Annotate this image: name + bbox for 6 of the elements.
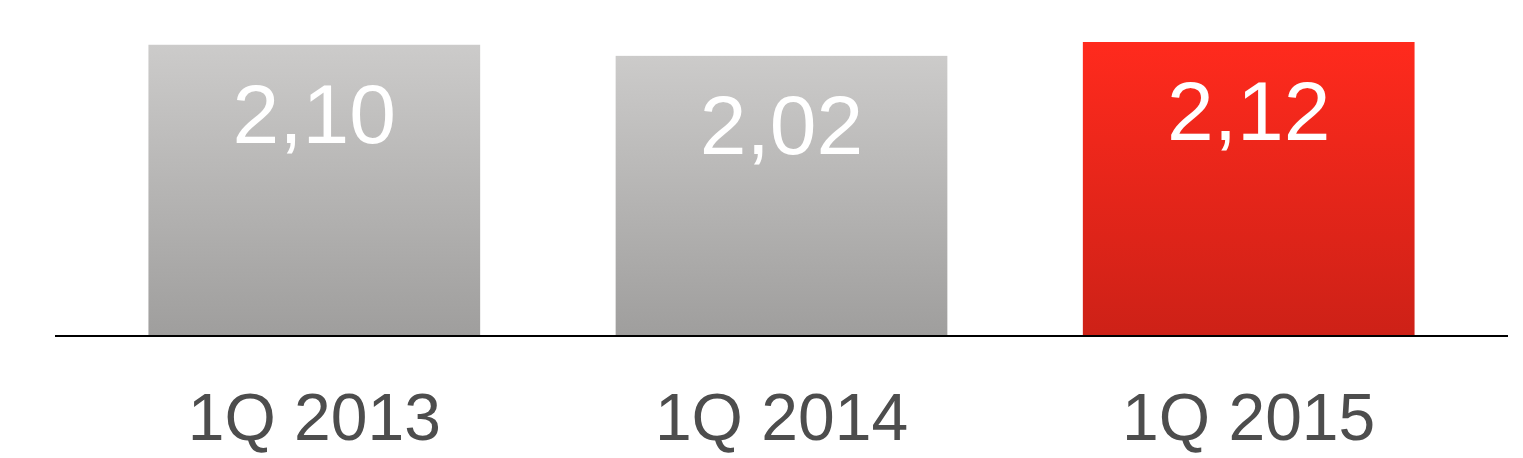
data-label: 2,10 bbox=[232, 66, 397, 161]
data-label: 2,12 bbox=[1166, 64, 1331, 158]
x-tick-label: 1Q 2015 bbox=[1122, 380, 1376, 454]
x-tick-label: 1Q 2013 bbox=[187, 380, 441, 454]
data-label: 2,02 bbox=[699, 77, 864, 172]
x-tick-label: 1Q 2014 bbox=[654, 380, 909, 454]
